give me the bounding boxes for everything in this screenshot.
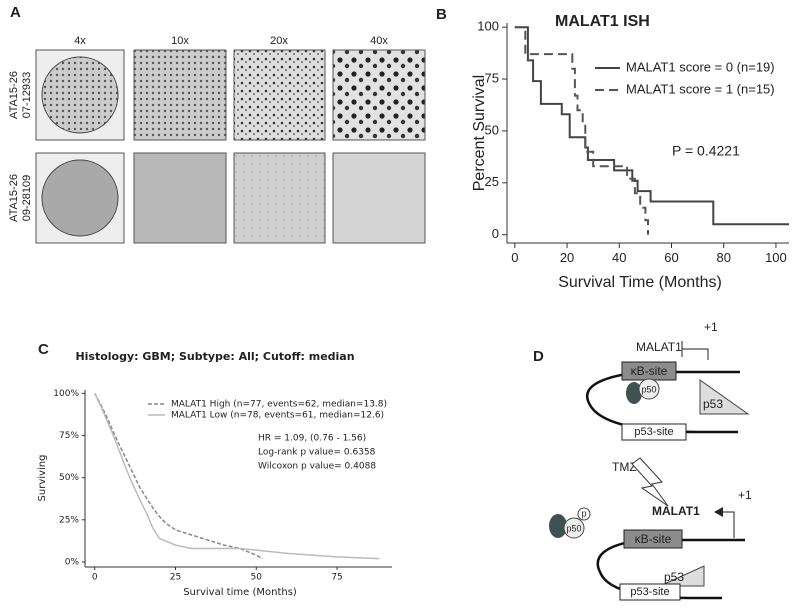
x-tick-label: 80 — [716, 250, 730, 265]
panel-label: C — [38, 341, 49, 358]
annotation: Wilcoxon p value= 0.4088 — [258, 462, 376, 472]
y-tick-label: 75% — [59, 431, 79, 441]
protein-label: p50 — [566, 523, 581, 533]
micrograph — [133, 49, 227, 141]
protein-label: p — [581, 508, 586, 518]
tss-arrow — [722, 511, 735, 538]
legend-label: MALAT1 High (n=77, events=62, median=13.… — [171, 400, 387, 410]
x-tick-label: 0 — [92, 573, 98, 583]
tss-label: +1 — [704, 320, 718, 334]
y-tick-label: 50% — [59, 473, 79, 483]
panel-label: A — [10, 4, 21, 21]
annotation: HR = 1.09, (0.76 - 1.56) — [258, 434, 366, 444]
y-axis-label: Surviving — [37, 455, 48, 502]
p65-protein — [549, 514, 567, 538]
gene-label: MALAT1 — [652, 504, 700, 518]
tissue-core — [41, 56, 119, 134]
survival-curve — [514, 26, 649, 235]
stimulus-label: TMZ — [612, 460, 637, 474]
x-tick-label: 40 — [612, 250, 626, 265]
x-tick-label: 20 — [560, 250, 574, 265]
micrograph — [332, 152, 426, 244]
p53-site-box — [619, 583, 681, 601]
x-tick-label: 25 — [170, 573, 181, 583]
y-axis-label: Percent Survival — [471, 75, 488, 192]
x-tick-label: 50 — [251, 573, 263, 583]
p50-protein — [563, 517, 585, 539]
panel-a: 4x 10x 20x 40x ATA15-26 07-12933 ATA15-2… — [8, 35, 426, 244]
survival-curve — [94, 393, 380, 560]
row-label: 09-28109 — [21, 175, 33, 222]
column-label: 40x — [370, 35, 388, 47]
column-label: 10x — [171, 35, 189, 47]
y-tick-label: 0% — [65, 557, 80, 567]
site-label: κB-site — [635, 532, 672, 546]
micrograph — [332, 49, 426, 141]
y-tick-label: 25 — [485, 174, 499, 189]
row-label: ATA15-26 — [8, 174, 20, 222]
micrograph — [233, 49, 326, 141]
chart-title: MALAT1 ISH — [555, 13, 650, 30]
kb-site-box — [623, 529, 683, 549]
annotation: Log-rank p value= 0.6358 — [258, 448, 376, 458]
micrograph — [233, 152, 326, 244]
lightning — [631, 457, 669, 507]
site-label: p53-site — [634, 426, 673, 438]
x-tick-label: 0 — [511, 250, 518, 265]
panel-d: MALAT1 +1 κB-site p50 p53 p53-site TMZ M… — [549, 320, 752, 601]
x-axis-label: Survival time (Months) — [183, 587, 297, 598]
p50-protein — [638, 378, 660, 400]
panel-label: B — [436, 6, 447, 23]
chart-title: Histology: GBM; Subtype: All; Cutoff: me… — [75, 350, 354, 363]
protein-label: p50 — [641, 384, 656, 394]
gene-label: MALAT1 — [636, 340, 682, 354]
y-tick-label: 50 — [485, 122, 499, 137]
row-label: 07-12933 — [21, 72, 33, 119]
micrograph — [133, 152, 227, 244]
p53-site-box — [621, 423, 687, 441]
tissue-core — [41, 159, 119, 237]
x-tick-label: 60 — [664, 250, 678, 265]
x-axis-label: Survival Time (Months) — [558, 274, 722, 291]
protein-label: p53 — [703, 397, 723, 411]
panel-label: D — [533, 348, 544, 365]
tss-label: +1 — [738, 488, 752, 502]
site-label: p53-site — [630, 586, 669, 598]
legend-label: MALAT1 score = 1 (n=15) — [626, 81, 775, 96]
annotation: P = 0.4221 — [672, 143, 740, 159]
y-tick-label: 100 — [477, 19, 499, 34]
protein-label: p53 — [664, 570, 684, 584]
y-tick-label: 25% — [59, 515, 79, 525]
p53-protein — [699, 379, 750, 415]
site-label: κB-site — [631, 364, 668, 378]
column-label: 4x — [74, 35, 86, 47]
x-tick-label: 100 — [765, 250, 787, 265]
legend-label: MALAT1 score = 0 (n=19) — [626, 59, 775, 74]
arrowhead — [714, 507, 723, 517]
y-tick-label: 100% — [53, 389, 79, 399]
phospho-group — [577, 507, 591, 521]
survival-curve — [94, 393, 264, 560]
x-tick-label: 75 — [331, 573, 342, 583]
y-tick-label: 75 — [485, 70, 499, 85]
row-label: ATA15-26 — [8, 71, 20, 119]
survival-curve — [514, 26, 789, 226]
legend-label: MALAT1 Low (n=78, events=61, median=12.6… — [171, 411, 384, 421]
gene-bracket — [681, 341, 709, 360]
p65-protein — [626, 382, 642, 404]
y-tick-label: 0 — [492, 226, 499, 241]
column-label: 20x — [270, 35, 288, 47]
p53-protein — [659, 565, 705, 587]
